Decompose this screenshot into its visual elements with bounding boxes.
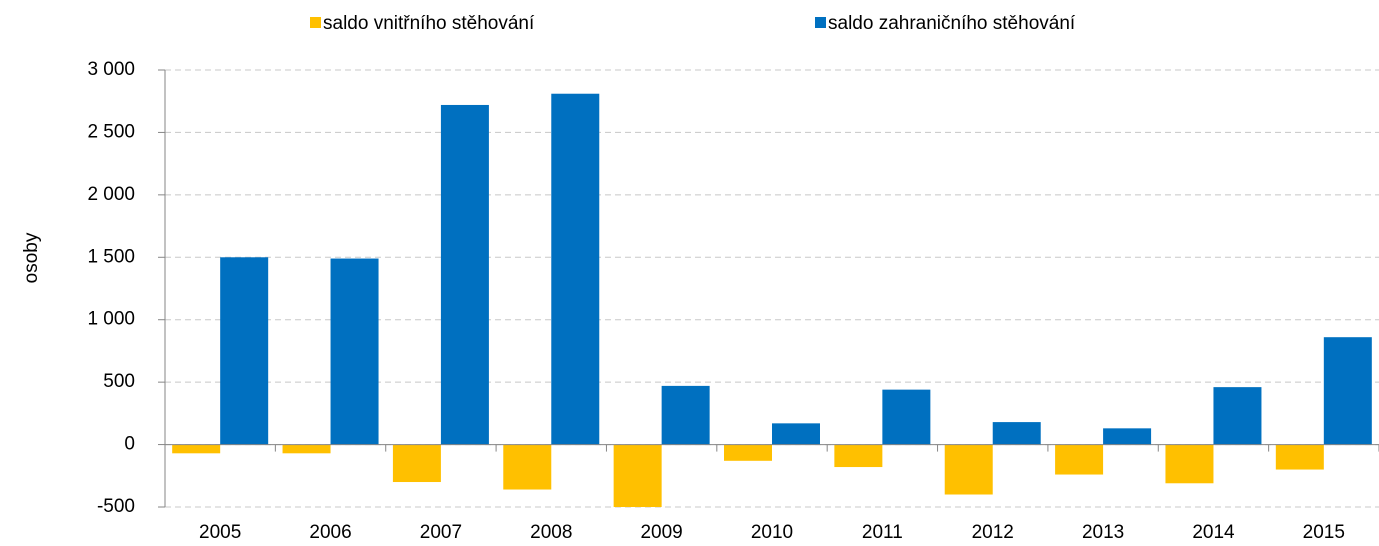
bar	[613, 444, 662, 507]
bar	[1103, 428, 1152, 445]
bar	[503, 444, 552, 490]
y-tick-label: 0	[124, 434, 135, 455]
bar	[440, 104, 489, 445]
bar	[1275, 444, 1324, 470]
bar	[1165, 444, 1214, 484]
x-tick-label: 2014	[1192, 522, 1235, 543]
bar	[772, 423, 820, 445]
bar	[330, 258, 379, 445]
bar	[944, 444, 993, 495]
x-tick-label: 2005	[199, 522, 241, 543]
bar	[1055, 444, 1104, 475]
bar	[282, 444, 331, 454]
bar	[551, 93, 600, 445]
legend-swatch	[310, 17, 321, 28]
x-tick-label: 2015	[1303, 522, 1345, 543]
y-tick-label: 2 000	[87, 184, 135, 205]
x-tick-label: 2009	[640, 522, 682, 543]
x-tick-label: 2013	[1082, 522, 1124, 543]
bar	[220, 257, 269, 445]
x-tick-label: 2010	[751, 522, 793, 543]
y-tick-label: 500	[103, 371, 135, 392]
y-tick-label: 1 000	[87, 309, 135, 330]
x-tick-label: 2011	[862, 522, 903, 543]
bar	[661, 385, 710, 445]
legend-label: saldo zahraničního stěhování	[828, 13, 1076, 34]
x-tick-label: 2006	[309, 522, 351, 543]
y-tick-label: 3 000	[87, 59, 135, 80]
y-tick-label: 2 500	[87, 121, 135, 142]
bar	[882, 389, 931, 445]
y-tick-label: -500	[97, 496, 135, 517]
bar	[1323, 337, 1372, 445]
bar	[724, 444, 772, 461]
legend-swatch	[815, 17, 826, 28]
x-tick-label: 2012	[972, 522, 1014, 543]
y-tick-label: 1 500	[87, 246, 135, 267]
legend-label: saldo vnitřního stěhování	[323, 13, 535, 34]
bar	[834, 444, 883, 468]
bar	[392, 444, 441, 483]
bar	[1213, 387, 1262, 445]
x-tick-label: 2008	[530, 522, 572, 543]
bar	[992, 422, 1041, 445]
y-axis-label: osoby	[21, 232, 42, 283]
x-tick-label: 2007	[420, 522, 462, 543]
bar	[172, 444, 221, 454]
